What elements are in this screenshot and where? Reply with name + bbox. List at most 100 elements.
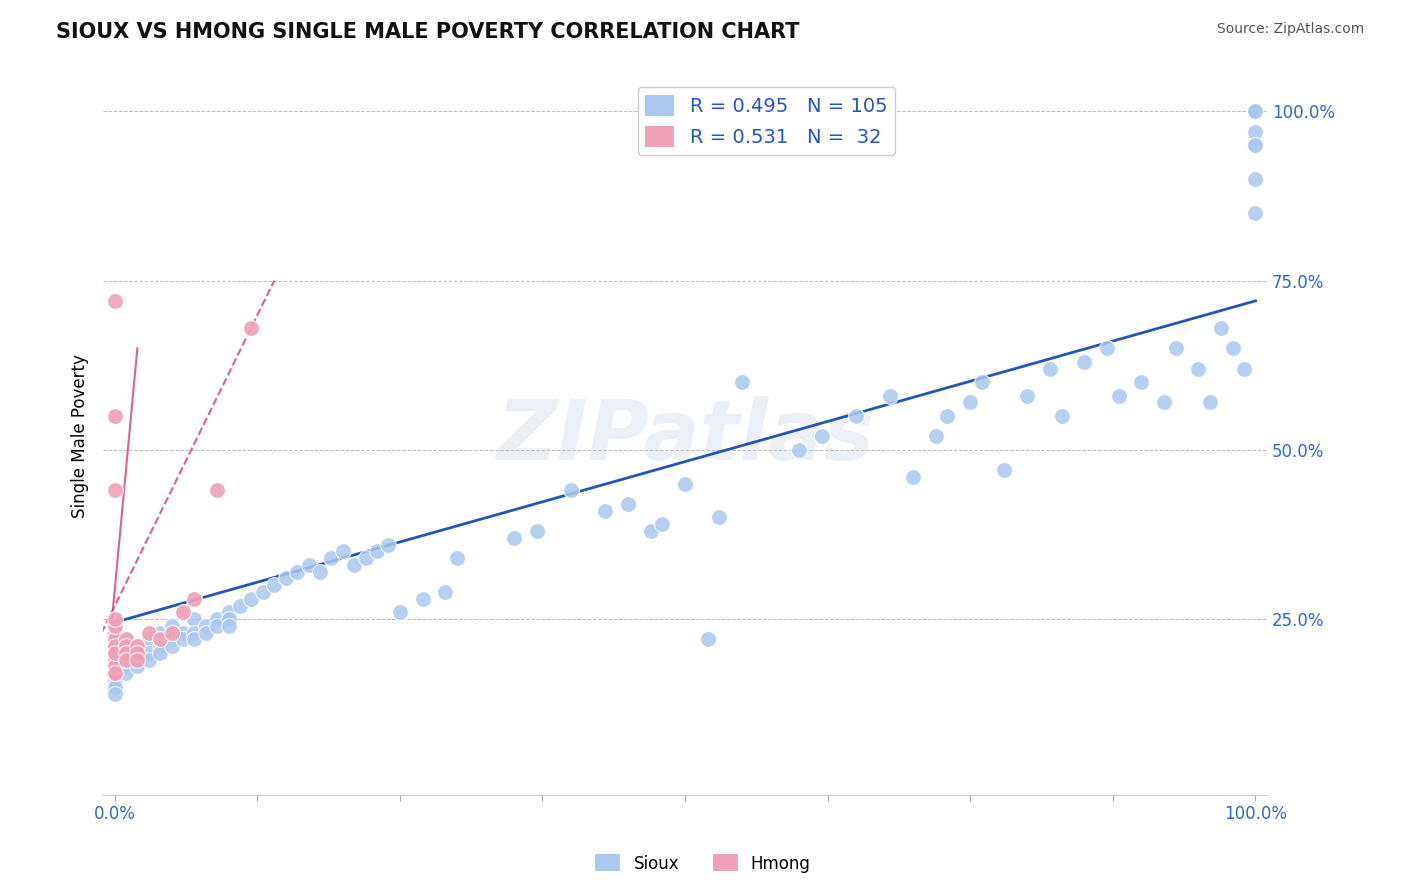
Point [103, 686, 125, 700]
Point [1198, 395, 1220, 409]
Point [103, 659, 125, 673]
Point [321, 551, 343, 566]
Point [160, 625, 183, 640]
Point [127, 639, 149, 653]
Point [103, 673, 125, 687]
Point [103, 409, 125, 423]
Point [1095, 341, 1118, 355]
Point [160, 639, 183, 653]
Point [925, 429, 948, 443]
Point [103, 680, 125, 694]
Point [115, 639, 138, 653]
Point [218, 619, 240, 633]
Point [103, 653, 125, 667]
Point [103, 483, 125, 498]
Point [731, 375, 754, 389]
Point [103, 666, 125, 681]
Point [297, 558, 319, 572]
Point [229, 599, 252, 613]
Point [103, 632, 125, 647]
Point [115, 659, 138, 673]
Point [263, 578, 285, 592]
Point [149, 625, 172, 640]
Point [149, 646, 172, 660]
Point [1017, 389, 1039, 403]
Point [127, 653, 149, 667]
Point [593, 504, 616, 518]
Legend: Sioux, Hmong: Sioux, Hmong [589, 847, 817, 880]
Point [115, 646, 138, 660]
Point [1233, 361, 1256, 376]
Point [103, 625, 125, 640]
Point [1244, 206, 1267, 220]
Point [434, 585, 457, 599]
Point [240, 591, 263, 606]
Point [309, 565, 332, 579]
Point [103, 653, 125, 667]
Point [115, 632, 138, 647]
Point [651, 517, 673, 532]
Text: ZIPatlas: ZIPatlas [496, 396, 875, 476]
Point [103, 646, 125, 660]
Point [640, 524, 662, 538]
Point [103, 632, 125, 647]
Point [1187, 361, 1209, 376]
Point [993, 463, 1015, 477]
Point [115, 653, 138, 667]
Point [274, 571, 297, 585]
Point [115, 646, 138, 660]
Point [1164, 341, 1187, 355]
Point [183, 632, 205, 647]
Point [127, 646, 149, 660]
Point [1039, 361, 1062, 376]
Point [103, 646, 125, 660]
Point [103, 293, 125, 308]
Text: SIOUX VS HMONG SINGLE MALE POVERTY CORRELATION CHART: SIOUX VS HMONG SINGLE MALE POVERTY CORRE… [56, 22, 800, 42]
Point [903, 470, 925, 484]
Point [1050, 409, 1073, 423]
Point [103, 666, 125, 681]
Point [127, 659, 149, 673]
Point [127, 653, 149, 667]
Point [526, 524, 548, 538]
Point [1108, 389, 1130, 403]
Point [366, 544, 388, 558]
Point [172, 625, 194, 640]
Point [103, 659, 125, 673]
Point [103, 625, 125, 640]
Point [332, 544, 354, 558]
Point [1130, 375, 1153, 389]
Point [138, 632, 160, 647]
Point [138, 653, 160, 667]
Point [936, 409, 959, 423]
Point [103, 619, 125, 633]
Point [388, 605, 411, 619]
Point [560, 483, 582, 498]
Point [240, 321, 263, 335]
Point [160, 632, 183, 647]
Point [115, 653, 138, 667]
Point [1153, 395, 1175, 409]
Point [183, 591, 205, 606]
Point [194, 619, 217, 633]
Point [183, 625, 205, 640]
Point [811, 429, 834, 443]
Point [845, 409, 868, 423]
Point [103, 639, 125, 653]
Point [138, 646, 160, 660]
Point [377, 538, 399, 552]
Point [205, 619, 228, 633]
Y-axis label: Single Male Poverty: Single Male Poverty [72, 354, 89, 518]
Point [103, 639, 125, 653]
Point [787, 442, 810, 457]
Point [354, 551, 377, 566]
Point [1244, 104, 1267, 119]
Point [617, 497, 640, 511]
Point [103, 639, 125, 653]
Point [879, 389, 901, 403]
Point [673, 476, 696, 491]
Point [103, 639, 125, 653]
Point [194, 625, 217, 640]
Legend: R = 0.495   N = 105, R = 0.531   N =  32: R = 0.495 N = 105, R = 0.531 N = 32 [637, 87, 896, 155]
Point [103, 659, 125, 673]
